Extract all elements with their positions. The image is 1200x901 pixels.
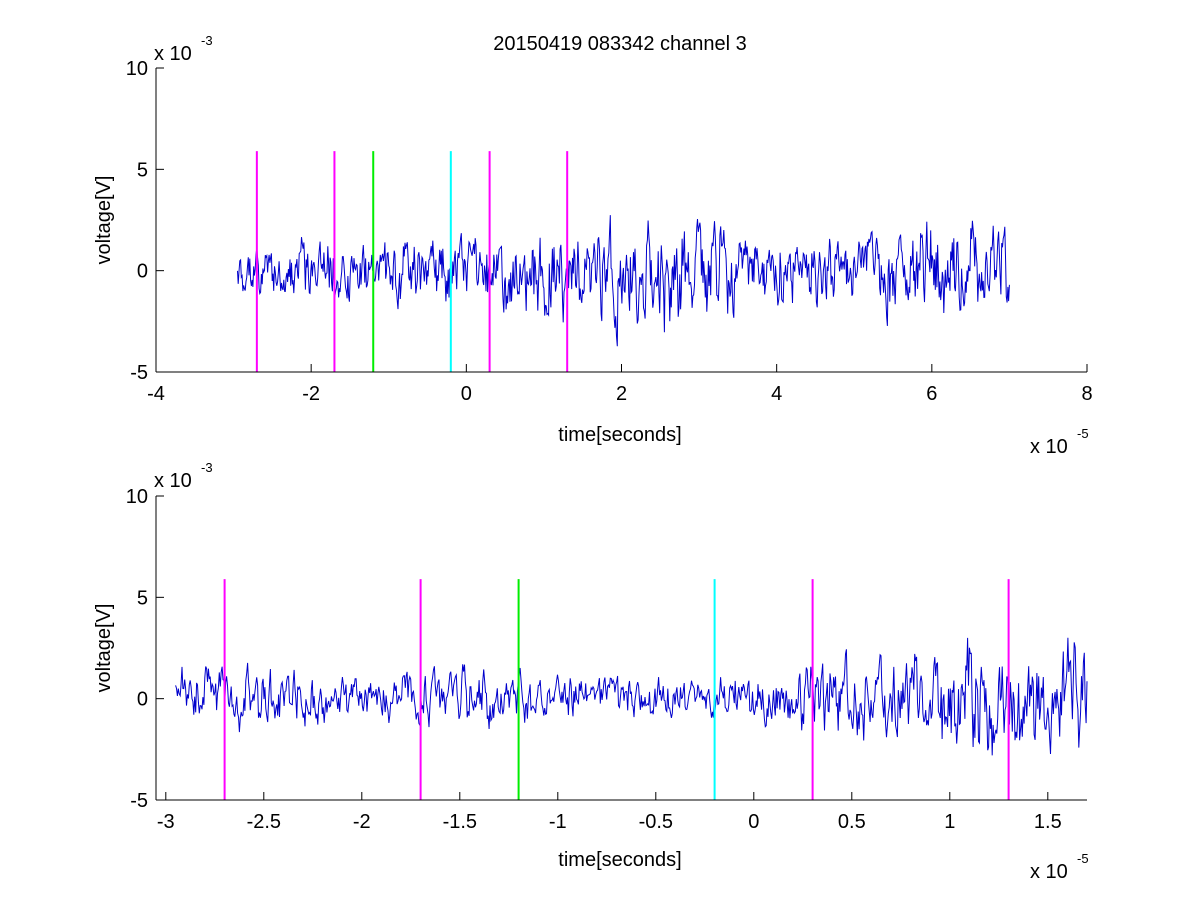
bottom-axes-box <box>156 496 1087 800</box>
bottom-axes: -3 -2.5 -2 -1.5 -1 -0.5 0 0.5 1 1.5 -5 0 5 10 time[se… <box>93 460 1089 883</box>
bottom-x-tick-label: -2.5 <box>247 811 281 833</box>
bottom-x-tick-label: -2 <box>353 811 371 833</box>
top-y-tick-label: -5 <box>130 362 148 384</box>
top-x-tick-label: -2 <box>302 383 320 405</box>
top-x-tick-label: 8 <box>1081 383 1092 405</box>
top-y-label: voltage[V] <box>93 176 115 265</box>
top-y-tick-label: 0 <box>137 261 148 283</box>
top-axes-box <box>156 68 1087 372</box>
top-axes: -4 -2 0 2 4 6 8 -5 0 5 10 time[seconds] voltage[V]… <box>93 33 1093 458</box>
top-y-exponent: x 10 <box>154 43 192 65</box>
bottom-x-exponent: x 10 <box>1030 861 1068 883</box>
top-tick-layer: -4 -2 0 2 4 6 8 -5 0 5 10 <box>126 58 1093 405</box>
top-x-exponent-power: -5 <box>1077 426 1089 441</box>
bottom-y-exponent: x 10 <box>154 470 192 492</box>
top-y-tick-label: 10 <box>126 58 148 80</box>
bottom-x-tick-label: -0.5 <box>639 811 673 833</box>
bottom-tick-layer: -3 -2.5 -2 -1.5 -1 -0.5 0 0.5 1 1.5 -5 0 5 10 <box>126 486 1062 833</box>
bottom-x-tick-label: 1.5 <box>1034 811 1062 833</box>
top-signal-trace <box>237 215 1010 347</box>
top-marker-layer <box>255 151 569 372</box>
bottom-y-tick-label: -5 <box>130 790 148 812</box>
top-y-tick-label: 5 <box>137 159 148 181</box>
top-x-tick-label: 0 <box>461 383 472 405</box>
top-y-exponent-power: -3 <box>201 33 213 48</box>
top-x-label: time[seconds] <box>558 424 681 446</box>
bottom-y-exponent-power: -3 <box>201 460 213 475</box>
bottom-signal-trace <box>175 637 1088 756</box>
bottom-y-tick-label: 10 <box>126 486 148 508</box>
bottom-y-tick-label: 5 <box>137 587 148 609</box>
bottom-x-tick-label: -3 <box>157 811 175 833</box>
bottom-x-tick-label: -1.5 <box>443 811 477 833</box>
bottom-x-tick-label: -1 <box>549 811 567 833</box>
top-trace-layer <box>237 215 1010 347</box>
bottom-x-tick-label: 1 <box>944 811 955 833</box>
bottom-x-tick-label: 0 <box>748 811 759 833</box>
bottom-x-exponent-power: -5 <box>1077 851 1089 866</box>
bottom-x-tick-label: 0.5 <box>838 811 866 833</box>
top-x-exponent: x 10 <box>1030 436 1068 458</box>
bottom-x-label: time[seconds] <box>558 849 681 871</box>
top-x-tick-label: 4 <box>771 383 782 405</box>
top-x-tick-label: 2 <box>616 383 627 405</box>
figure-title: 20150419 083342 channel 3 <box>493 33 747 55</box>
top-x-tick-label: 6 <box>926 383 937 405</box>
bottom-y-tick-label: 0 <box>137 689 148 711</box>
bottom-trace-layer <box>175 637 1088 756</box>
bottom-y-label: voltage[V] <box>93 604 115 693</box>
bottom-marker-layer <box>223 579 1010 800</box>
top-x-tick-label: -4 <box>147 383 165 405</box>
